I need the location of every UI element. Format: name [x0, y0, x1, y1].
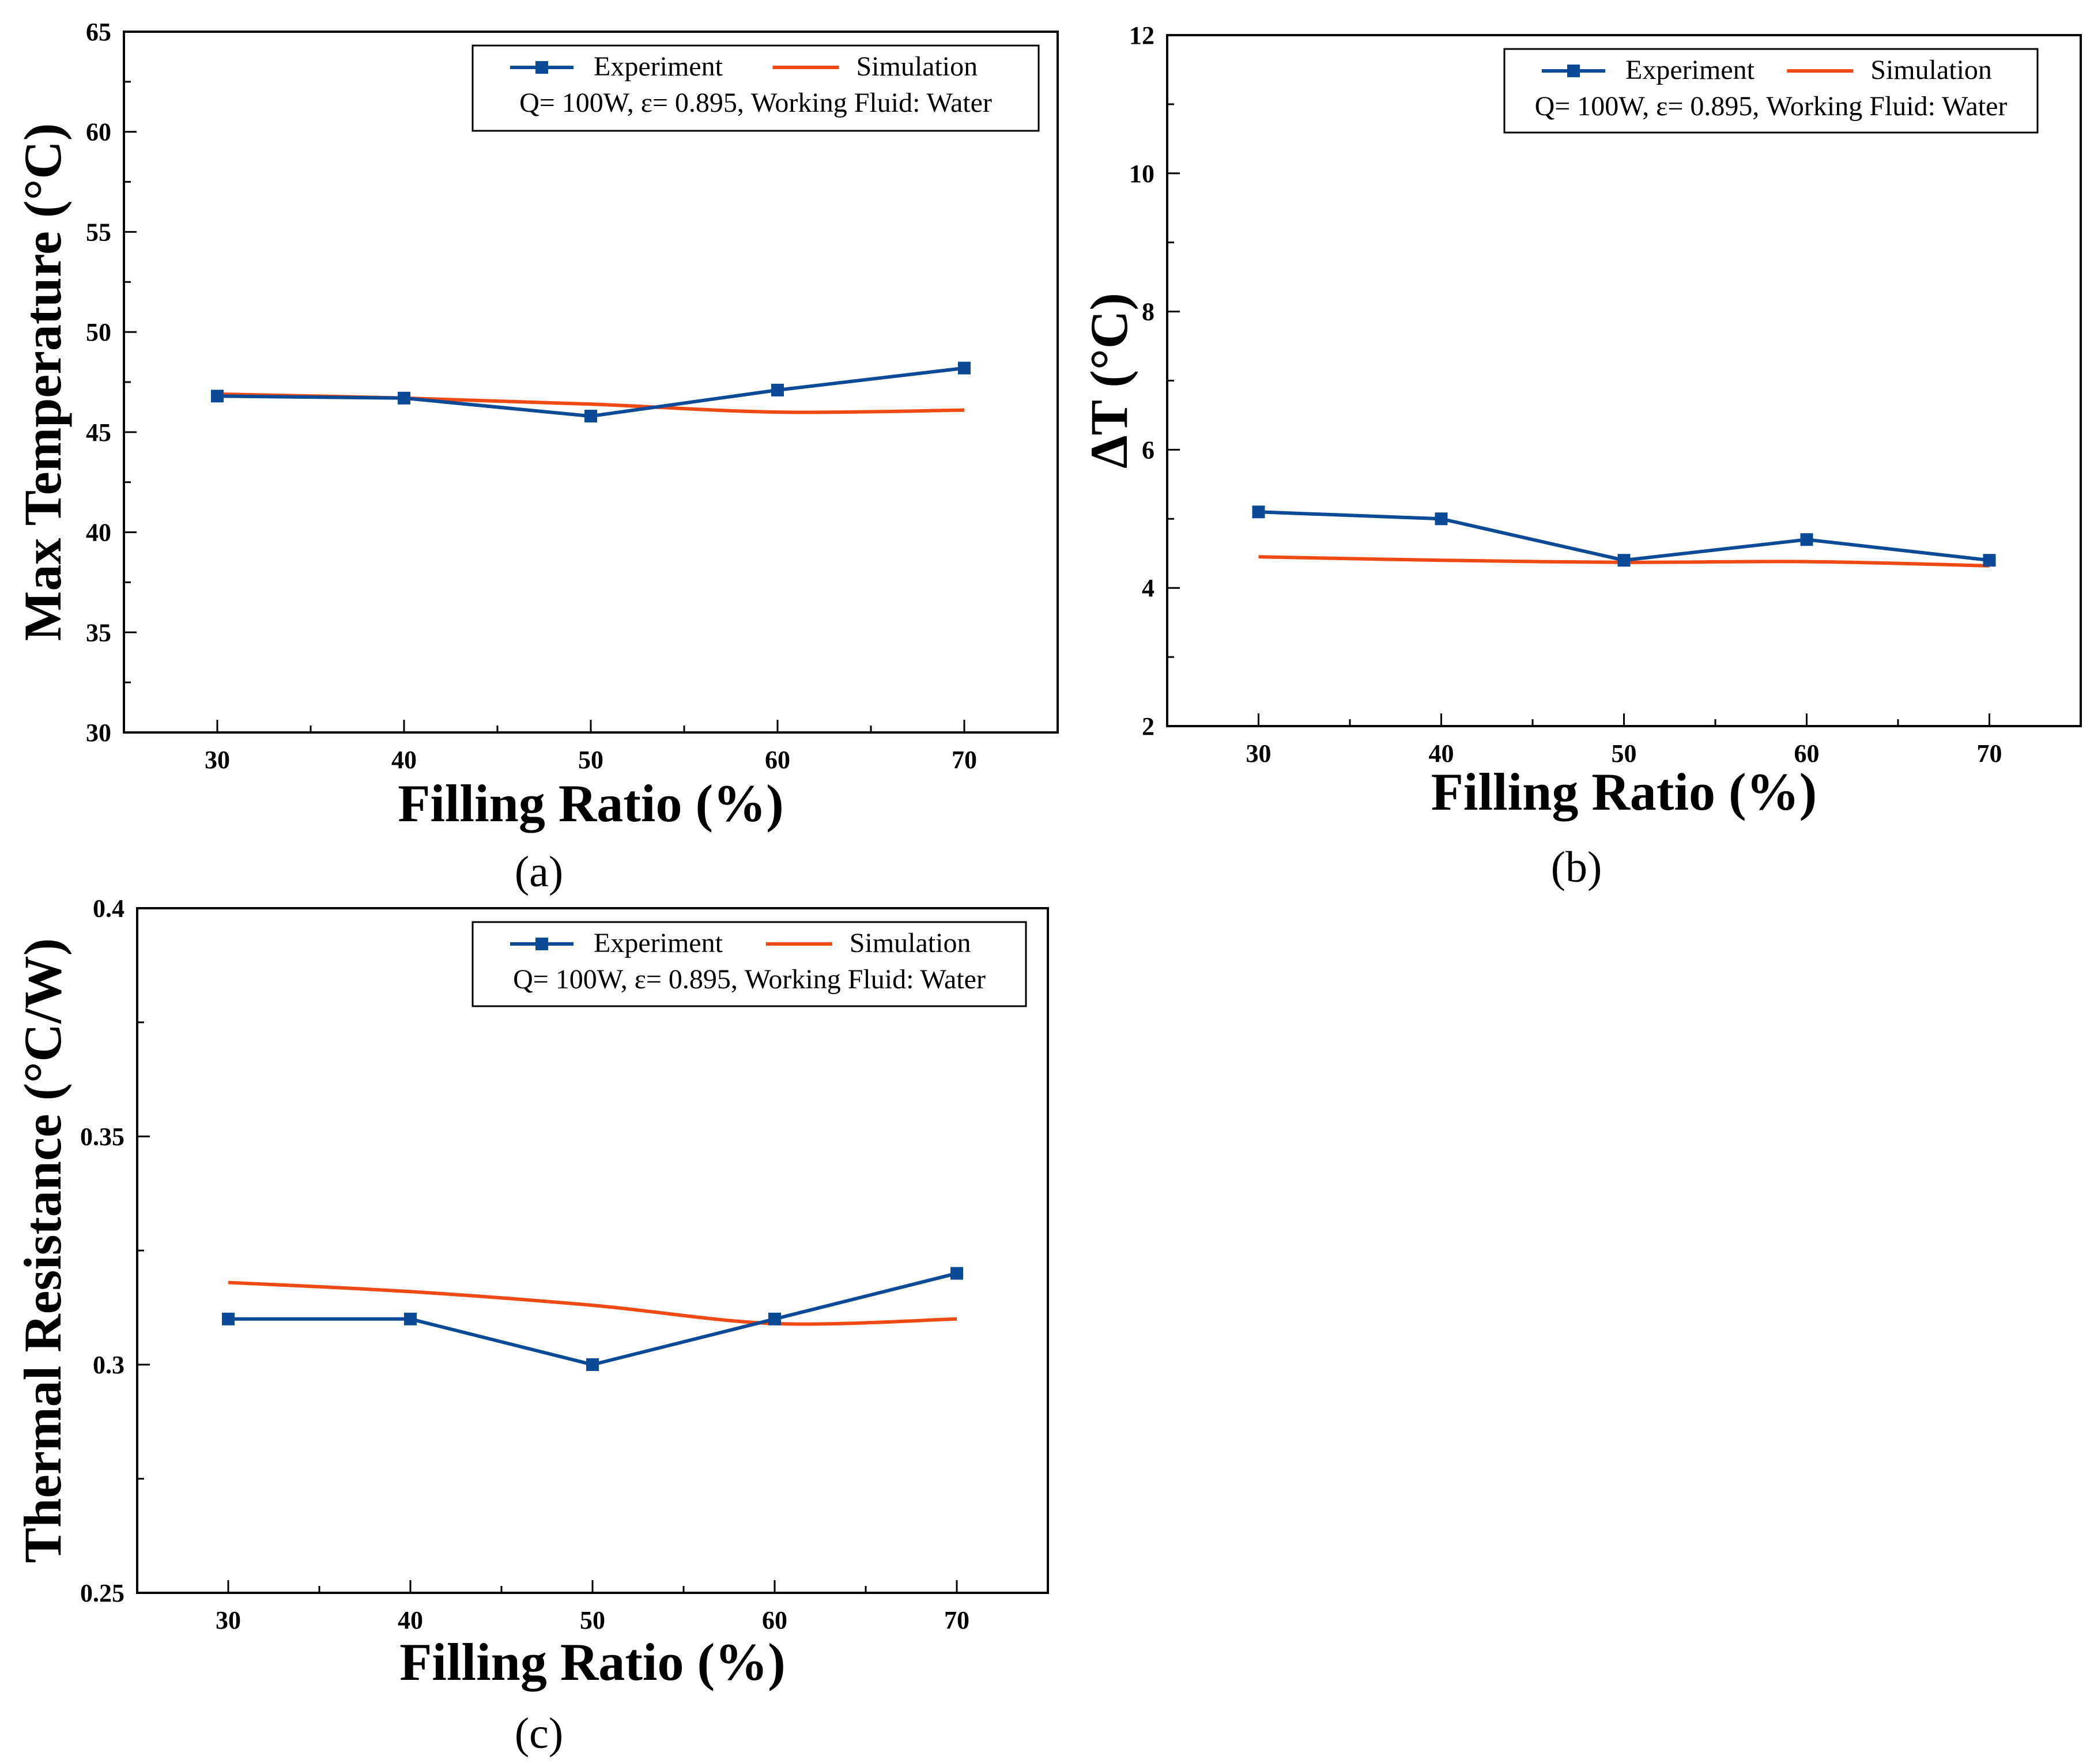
chart-panel-3: 30 40 50 60 70 0.25 0.3 0.35 0.4 Filling Ratio (%…	[13, 894, 1049, 1758]
y-tick-label: 65	[86, 18, 111, 46]
x-tick-label: 40	[391, 746, 417, 774]
legend-experiment-label: Experiment	[1625, 55, 1755, 85]
y-axis-title: Max Temperature (°C)	[13, 123, 72, 641]
legend-simulation-label: Simulation	[850, 928, 971, 958]
y-tick-label: 60	[86, 118, 111, 146]
panel-caption: (c)	[515, 1709, 563, 1758]
legend-simulation-label: Simulation	[856, 51, 978, 82]
y-tick-label: 0.25	[80, 1579, 124, 1607]
legend-box	[471, 44, 1040, 132]
legend-simulation-label: Simulation	[1870, 55, 1992, 85]
legend: Experiment Simulation Q= 100W, ε= 0.895, W…	[471, 921, 1027, 1007]
plot-frame	[123, 31, 1059, 734]
y-axis-title: ΔT (°C)	[1080, 293, 1138, 469]
legend-box	[1503, 48, 2039, 134]
y-tick-label: 10	[1129, 160, 1154, 188]
data-point	[771, 383, 784, 396]
legend-experiment-label: Experiment	[594, 928, 723, 958]
y-tick-label: 0.4	[93, 894, 124, 923]
series-line-simulation	[228, 1280, 957, 1326]
y-tick-label: 12	[1129, 21, 1154, 50]
chart-panel-2: 30 40 50 60 70 2 4 6 8 10 12 Filling Ratio (%) ΔT (°…	[1080, 21, 2082, 892]
data-point	[1983, 554, 1996, 567]
data-point	[584, 410, 597, 423]
data-point	[404, 1312, 417, 1325]
data-point	[211, 390, 224, 403]
x-tick-label: 50	[578, 746, 603, 774]
y-tick-label: 35	[86, 618, 111, 647]
x-tick-label: 40	[1429, 739, 1454, 768]
chart-panel-1: 30 40 50 60 70 30 35 40 45 50 55 60 65 Filling Ratio …	[13, 18, 1059, 896]
x-tick-label: 70	[944, 1606, 969, 1634]
data-point	[398, 391, 410, 405]
y-tick-label: 0.3	[93, 1351, 124, 1379]
y-tick-label: 30	[86, 719, 111, 747]
y-axis-title: Thermal Resistance (°C/W)	[13, 938, 72, 1563]
y-tick-label: 8	[1142, 298, 1154, 326]
panel-caption: (a)	[515, 848, 563, 896]
legend: Experiment Simulation Q= 100W, ε= 0.895, W…	[1503, 48, 2039, 134]
x-tick-label: 70	[952, 746, 977, 774]
y-tick-label: 55	[86, 218, 111, 246]
data-point	[958, 361, 971, 375]
data-point	[222, 1312, 235, 1325]
legend-conditions: Q= 100W, ε= 0.895, Working Fluid: Water	[519, 88, 992, 118]
y-tick-label: 45	[86, 418, 111, 447]
legend-experiment-marker	[1567, 65, 1580, 77]
x-tick-label: 50	[1612, 739, 1637, 768]
x-tick-label: 30	[205, 746, 230, 774]
x-tick-label: 50	[580, 1606, 605, 1634]
plot-frame	[1166, 34, 2082, 727]
x-tick-label: 30	[216, 1606, 241, 1634]
legend-experiment-marker	[535, 61, 548, 74]
legend-conditions: Q= 100W, ε= 0.895, Working Fluid: Water	[513, 964, 986, 995]
x-tick-label: 60	[762, 1606, 787, 1634]
panel-caption: (b)	[1551, 843, 1602, 892]
legend-experiment-label: Experiment	[594, 51, 723, 82]
legend: Experiment Simulation Q= 100W, ε= 0.895, W…	[471, 44, 1040, 132]
series-line-experiment	[217, 366, 965, 418]
x-axis-title: Filling Ratio (%)	[1431, 762, 1817, 821]
x-axis-title: Filling Ratio (%)	[399, 1633, 786, 1691]
y-tick-label: 4	[1142, 574, 1154, 602]
series-line-experiment	[1258, 510, 1990, 562]
data-point	[586, 1358, 599, 1371]
y-tick-label: 6	[1142, 436, 1154, 464]
data-point	[950, 1267, 963, 1280]
legend-box	[471, 921, 1027, 1007]
y-tick-label: 0.35	[80, 1123, 124, 1151]
x-tick-label: 30	[1246, 739, 1272, 768]
x-tick-label: 40	[398, 1606, 423, 1634]
x-tick-label: 60	[1794, 739, 1820, 768]
data-point	[1435, 512, 1448, 526]
legend-conditions: Q= 100W, ε= 0.895, Working Fluid: Water	[1535, 91, 2008, 122]
y-tick-label: 2	[1142, 712, 1154, 741]
x-axis-title: Filling Ratio (%)	[398, 774, 784, 833]
x-tick-label: 70	[1977, 739, 2002, 768]
legend-experiment-marker	[535, 938, 548, 950]
data-point	[768, 1312, 781, 1325]
data-point	[1617, 554, 1631, 567]
data-point	[1800, 533, 1813, 546]
x-tick-label: 60	[765, 746, 790, 774]
y-tick-label: 40	[86, 519, 111, 547]
plot-frame	[136, 907, 1049, 1594]
y-tick-label: 50	[86, 318, 111, 346]
data-point	[1252, 505, 1265, 519]
